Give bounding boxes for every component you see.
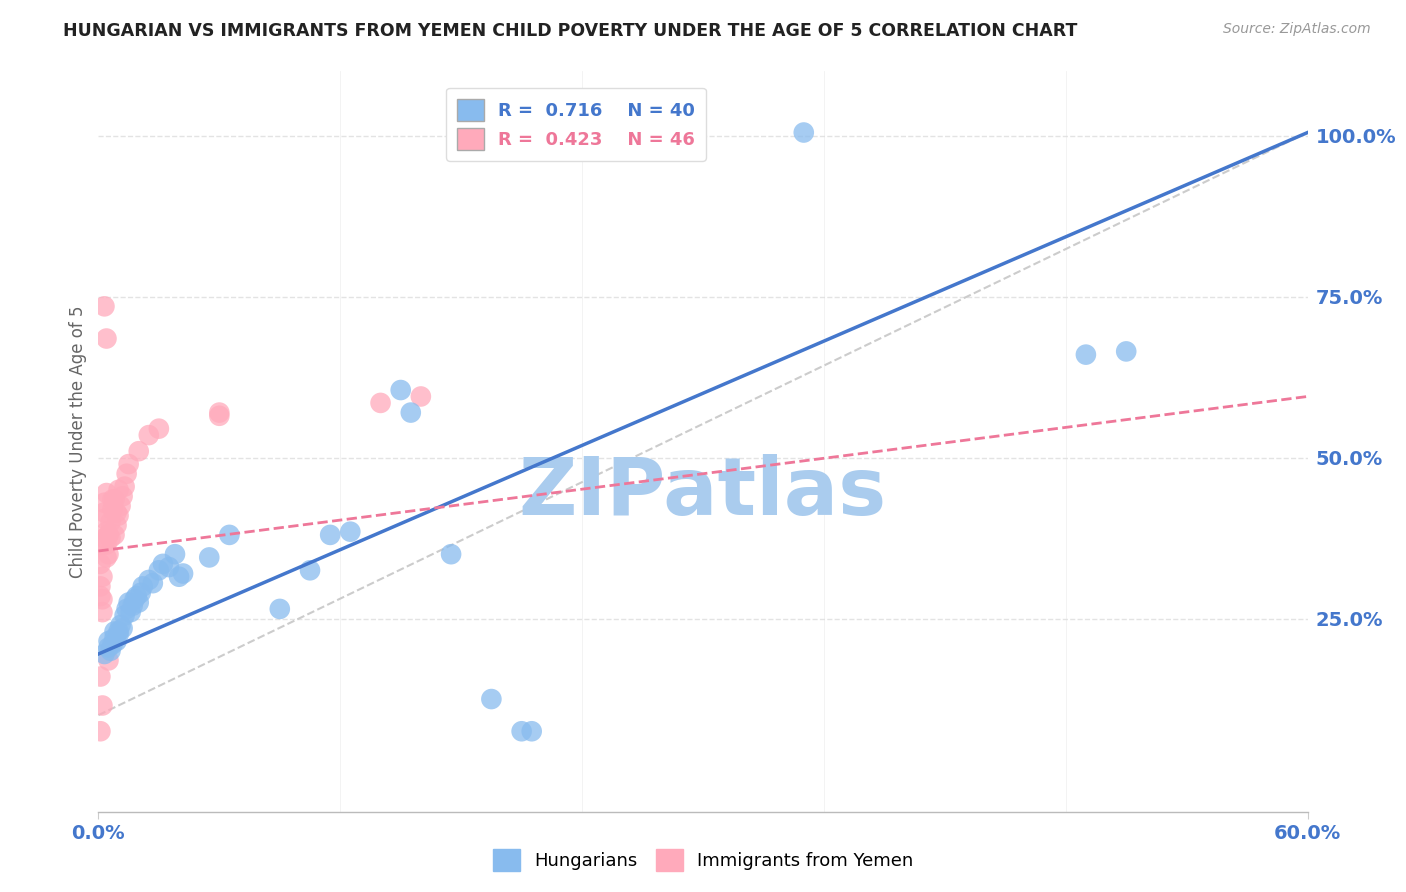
Point: [111, 489, 134, 503]
Point: [440, 547, 463, 561]
Point: [389, 383, 412, 397]
Point: [103, 624, 125, 639]
Point: [602, 138, 624, 153]
Point: [163, 547, 186, 561]
Point: [103, 631, 125, 645]
Point: [510, 724, 533, 739]
Point: [269, 602, 291, 616]
Point: [107, 624, 129, 639]
Point: [93, 512, 115, 526]
Point: [97, 653, 120, 667]
Point: [89, 589, 111, 603]
Point: [91, 605, 114, 619]
Point: [89, 579, 111, 593]
Point: [96, 537, 118, 551]
Point: [111, 621, 134, 635]
Point: [128, 595, 150, 609]
Point: [114, 480, 136, 494]
Point: [105, 518, 128, 533]
Point: [520, 724, 543, 739]
Point: [118, 595, 141, 609]
Point: [107, 483, 129, 497]
Point: [91, 592, 114, 607]
Point: [148, 422, 170, 436]
Point: [91, 537, 114, 551]
Point: [114, 608, 136, 623]
Point: [142, 576, 165, 591]
Point: [1074, 348, 1097, 362]
Point: [91, 570, 114, 584]
Point: [97, 528, 120, 542]
Point: [96, 524, 118, 539]
Text: ZIPatlas: ZIPatlas: [519, 454, 887, 533]
Point: [121, 599, 143, 613]
Point: [89, 557, 111, 571]
Point: [89, 724, 111, 739]
Point: [103, 528, 125, 542]
Point: [793, 126, 815, 140]
Point: [124, 592, 146, 607]
Point: [125, 589, 148, 603]
Point: [103, 492, 125, 507]
Point: [101, 502, 124, 516]
Point: [481, 692, 503, 706]
Text: HUNGARIAN VS IMMIGRANTS FROM YEMEN CHILD POVERTY UNDER THE AGE OF 5 CORRELATION : HUNGARIAN VS IMMIGRANTS FROM YEMEN CHILD…: [63, 22, 1077, 40]
Point: [101, 492, 124, 507]
Point: [97, 547, 120, 561]
Point: [399, 406, 422, 420]
Point: [100, 531, 122, 545]
Point: [93, 496, 115, 510]
Point: [198, 550, 221, 565]
Point: [157, 560, 180, 574]
Point: [107, 508, 129, 523]
Point: [100, 515, 122, 529]
Point: [208, 406, 231, 420]
Point: [132, 579, 155, 593]
Point: [1115, 344, 1137, 359]
Point: [110, 618, 132, 632]
Legend: R =  0.716    N = 40, R =  0.423    N = 46: R = 0.716 N = 40, R = 0.423 N = 46: [446, 87, 706, 161]
Point: [89, 669, 111, 683]
Point: [96, 550, 118, 565]
Point: [152, 557, 174, 571]
Point: [101, 637, 124, 651]
Point: [105, 505, 128, 519]
Point: [93, 505, 115, 519]
Point: [129, 586, 152, 600]
Point: [93, 647, 115, 661]
Point: [148, 563, 170, 577]
Point: [208, 409, 231, 423]
Point: [97, 640, 120, 655]
Point: [299, 563, 322, 577]
Point: [172, 566, 194, 581]
Point: [110, 499, 132, 513]
Point: [100, 644, 122, 658]
Y-axis label: Child Poverty Under the Age of 5: Child Poverty Under the Age of 5: [69, 305, 87, 578]
Point: [128, 444, 150, 458]
Point: [93, 531, 115, 545]
Point: [218, 528, 240, 542]
Point: [409, 389, 432, 403]
Point: [97, 634, 120, 648]
Point: [138, 428, 160, 442]
Point: [107, 628, 129, 642]
Point: [115, 602, 138, 616]
Text: Source: ZipAtlas.com: Source: ZipAtlas.com: [1223, 22, 1371, 37]
Point: [370, 396, 392, 410]
Point: [93, 299, 115, 313]
Point: [118, 457, 141, 471]
Point: [105, 634, 128, 648]
Point: [339, 524, 361, 539]
Legend: Hungarians, Immigrants from Yemen: Hungarians, Immigrants from Yemen: [485, 842, 921, 879]
Point: [115, 467, 138, 481]
Point: [120, 605, 142, 619]
Point: [96, 332, 118, 346]
Point: [138, 573, 160, 587]
Point: [96, 486, 118, 500]
Point: [319, 528, 342, 542]
Point: [97, 528, 120, 542]
Point: [167, 570, 190, 584]
Point: [91, 698, 114, 713]
